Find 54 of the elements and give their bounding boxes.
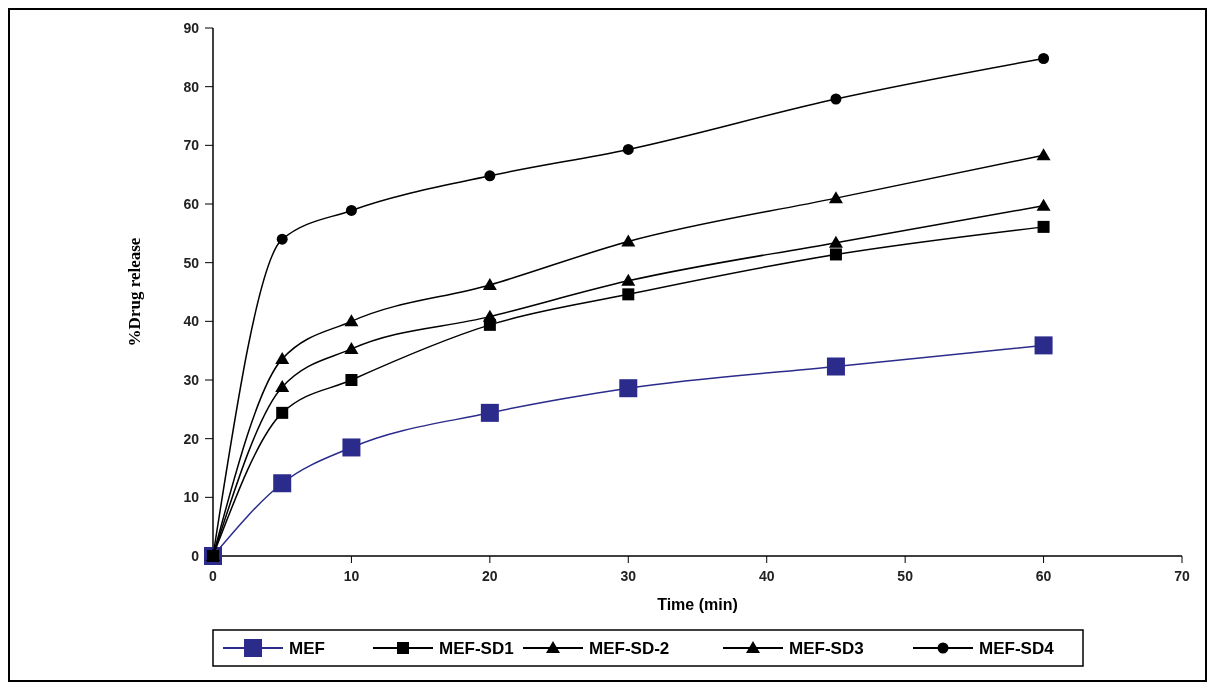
point (1038, 53, 1050, 65)
point (1037, 220, 1050, 233)
x-tick-label: 70 (1174, 568, 1190, 584)
point (1036, 198, 1051, 211)
point (345, 374, 358, 386)
y-tick-label: 10 (183, 489, 200, 506)
x-tick-label: 0 (209, 568, 218, 584)
legend-label: MEF-SD1 (439, 638, 514, 658)
point (830, 93, 842, 105)
point (622, 288, 635, 301)
point (826, 357, 845, 376)
legend-label: MEF-SD-2 (589, 638, 670, 658)
point (342, 438, 361, 457)
point (484, 170, 496, 182)
y-tick-label: 0 (191, 547, 200, 564)
y-tick-label: 40 (183, 313, 200, 330)
point (619, 379, 638, 398)
point (828, 191, 843, 204)
point (482, 277, 497, 290)
y-tick-label: 30 (183, 371, 200, 388)
legend-label: MEF-SD3 (789, 638, 864, 658)
point (621, 234, 636, 247)
y-tick-label: 60 (183, 195, 200, 212)
y-tick-label: 90 (183, 19, 200, 36)
y-tick-label: 80 (183, 78, 200, 95)
point (344, 314, 359, 327)
point (480, 403, 499, 422)
x-tick-label: 50 (897, 568, 914, 584)
x-tick-label: 30 (620, 568, 637, 584)
point (275, 380, 290, 393)
legend-label: MEF-SD4 (979, 638, 1055, 658)
x-tick-label: 20 (482, 568, 498, 584)
point (344, 341, 359, 354)
x-tick-label: 10 (343, 568, 360, 584)
point (621, 273, 636, 286)
point (482, 309, 497, 322)
point (345, 204, 357, 216)
y-tick-label: 20 (183, 430, 200, 447)
point (828, 235, 843, 248)
point (275, 351, 290, 364)
x-axis-title: Time (min) (657, 596, 738, 613)
y-tick-label: 70 (183, 137, 200, 154)
point (276, 233, 288, 245)
point (276, 406, 289, 419)
point (1034, 336, 1053, 355)
x-tick-label: 60 (1035, 568, 1052, 584)
point (1036, 148, 1051, 161)
y-axis-title: %Drug release (125, 237, 144, 347)
legend-label: MEF (289, 638, 325, 658)
x-tick-label: 40 (758, 568, 775, 584)
point (622, 143, 634, 155)
point (273, 474, 292, 493)
y-tick-label: 50 (183, 254, 200, 271)
point (829, 248, 842, 261)
